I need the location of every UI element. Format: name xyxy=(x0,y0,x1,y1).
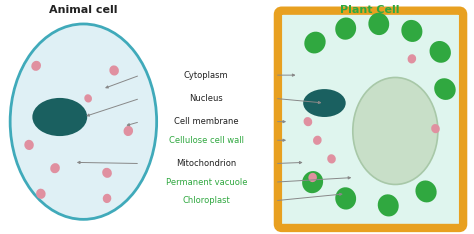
Text: Cellulose cell wall: Cellulose cell wall xyxy=(169,136,244,145)
Ellipse shape xyxy=(368,13,389,35)
Ellipse shape xyxy=(309,173,317,182)
Ellipse shape xyxy=(335,187,356,210)
Ellipse shape xyxy=(102,168,112,178)
Ellipse shape xyxy=(84,94,92,102)
Ellipse shape xyxy=(327,154,336,164)
Text: Permanent vacuole: Permanent vacuole xyxy=(165,178,247,187)
Ellipse shape xyxy=(109,66,119,76)
Ellipse shape xyxy=(304,32,326,54)
Text: Cytoplasm: Cytoplasm xyxy=(184,71,228,80)
FancyBboxPatch shape xyxy=(278,11,463,228)
Ellipse shape xyxy=(302,171,323,193)
Ellipse shape xyxy=(103,194,111,203)
Ellipse shape xyxy=(32,98,87,136)
Ellipse shape xyxy=(50,163,60,173)
Ellipse shape xyxy=(303,89,346,117)
Ellipse shape xyxy=(378,194,399,216)
Text: Animal cell: Animal cell xyxy=(49,5,118,15)
Text: Plant Cell: Plant Cell xyxy=(339,5,399,15)
Ellipse shape xyxy=(415,180,437,202)
Ellipse shape xyxy=(24,140,34,150)
Ellipse shape xyxy=(313,136,322,145)
Ellipse shape xyxy=(353,77,438,184)
Ellipse shape xyxy=(36,189,46,199)
Ellipse shape xyxy=(31,61,41,71)
Text: Cell membrane: Cell membrane xyxy=(174,117,238,126)
Ellipse shape xyxy=(303,117,312,126)
Text: Chloroplast: Chloroplast xyxy=(182,196,230,205)
Ellipse shape xyxy=(10,24,156,219)
Ellipse shape xyxy=(431,124,440,133)
Ellipse shape xyxy=(434,78,456,100)
Ellipse shape xyxy=(401,20,422,42)
Ellipse shape xyxy=(335,18,356,40)
Text: Mitochondrion: Mitochondrion xyxy=(176,159,237,168)
Text: Nucleus: Nucleus xyxy=(190,94,223,103)
Ellipse shape xyxy=(124,126,133,136)
Ellipse shape xyxy=(429,41,451,63)
Ellipse shape xyxy=(408,54,416,63)
